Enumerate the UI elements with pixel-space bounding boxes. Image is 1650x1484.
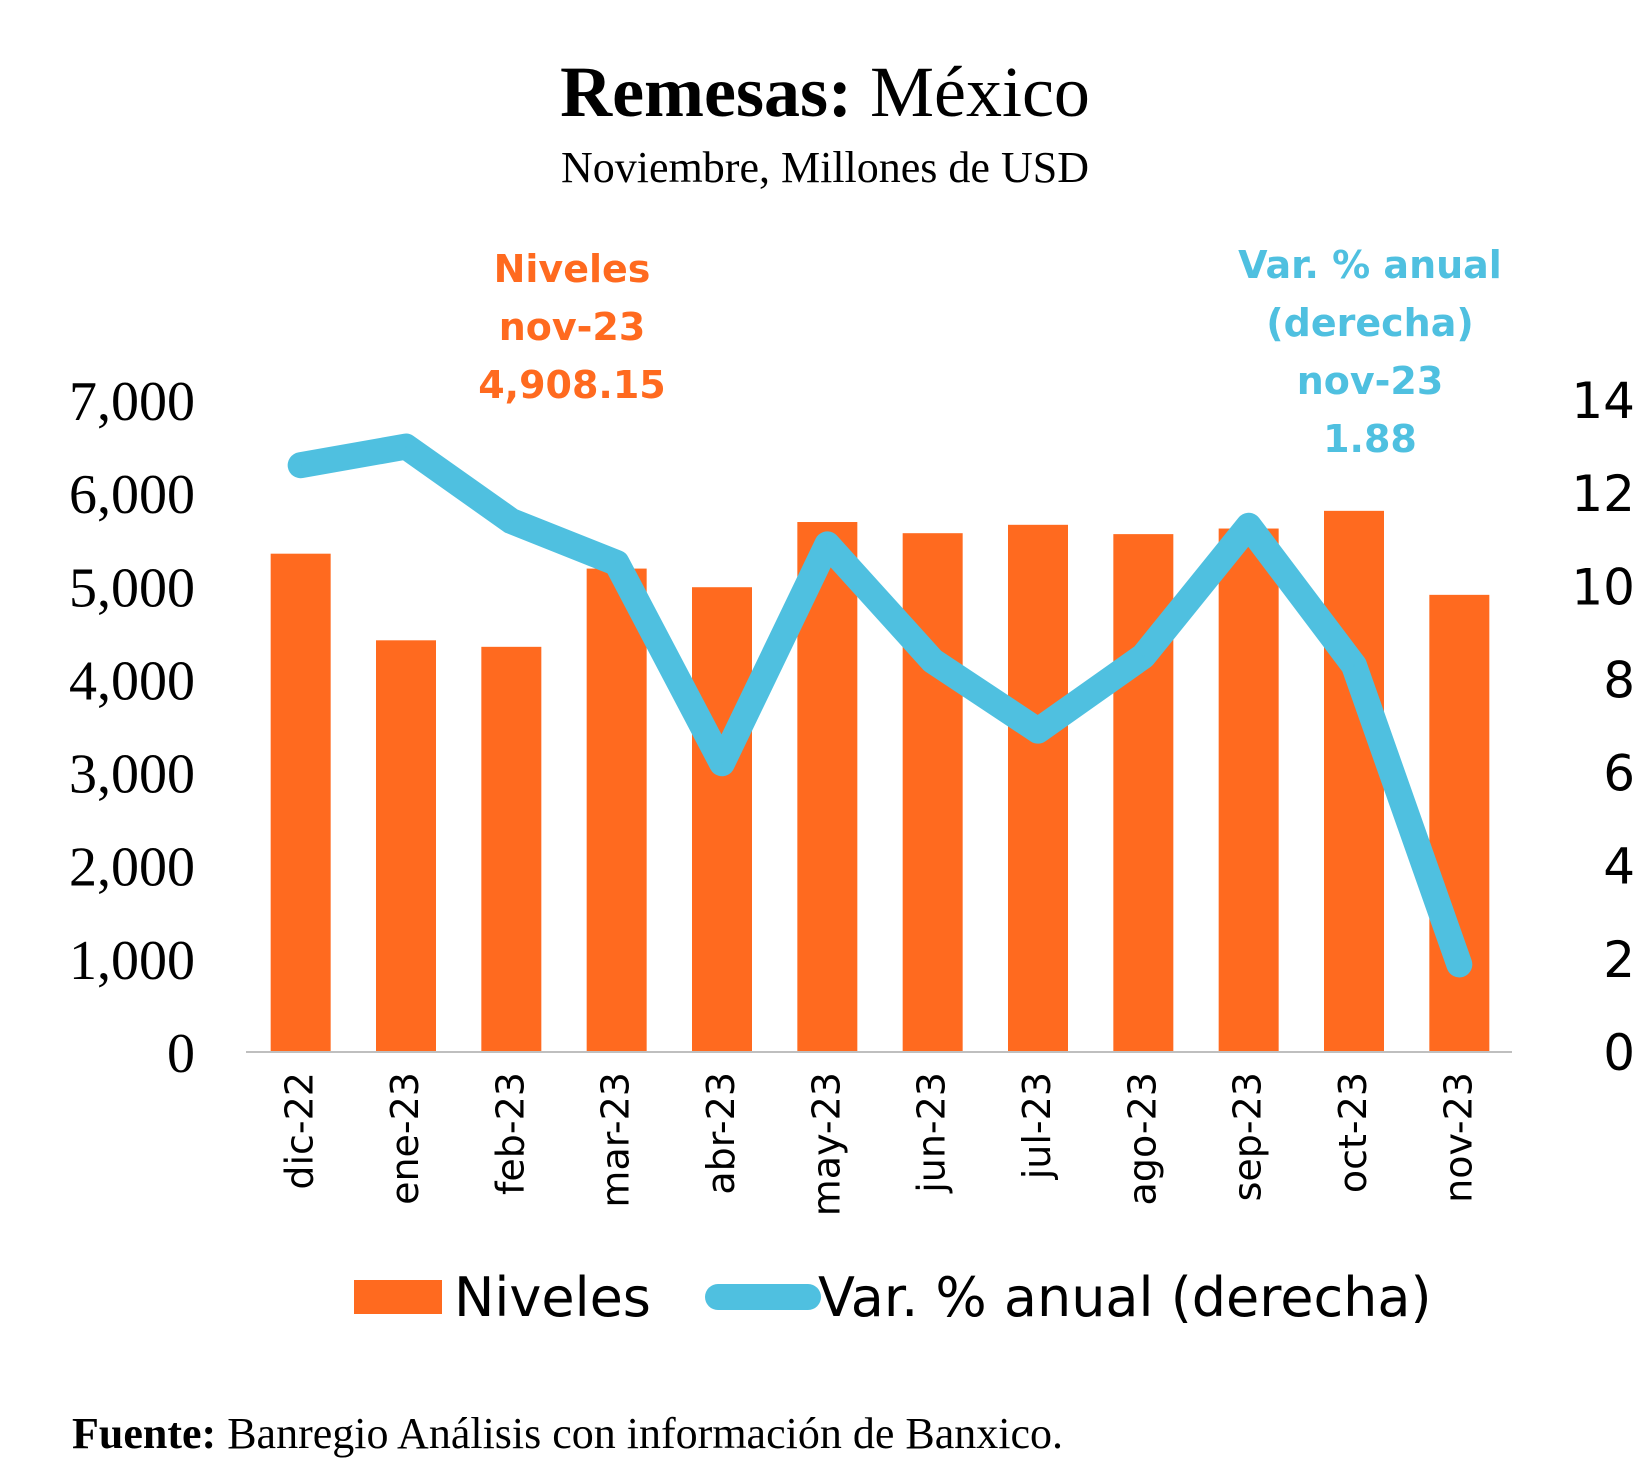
y-right-tick: 10 — [1571, 558, 1635, 616]
y-right-tick: 14 — [1571, 372, 1635, 430]
y-right-tick: 2 — [1603, 931, 1635, 989]
source-note: Fuente: Banregio Análisis con informació… — [72, 1408, 1063, 1459]
line-point-feb-23 — [510, 520, 513, 523]
x-tick-ene-23: ene-23 — [383, 1072, 427, 1205]
line-point-jun-23 — [931, 659, 934, 662]
y-right-tick: 0 — [1603, 1024, 1635, 1082]
chart-title-rest: México — [851, 52, 1090, 132]
legend-label-line: Var. % anual (derecha) — [818, 1266, 1432, 1329]
bar-feb-23 — [481, 646, 542, 1052]
line-point-nov-23 — [1458, 963, 1461, 966]
x-tick-nov-23: nov-23 — [1436, 1072, 1480, 1203]
x-axis-ticks: dic-22 ene-23 feb-23 mar-23 abr-23 may-23 jun-… — [278, 1072, 1481, 1216]
line-var-anual — [287, 433, 1473, 978]
bar-abr-23 — [692, 587, 752, 1052]
line-point-mar-23 — [615, 562, 618, 564]
bar-jul-23 — [1008, 524, 1068, 1052]
y-axis-right: 0 2 4 6 8 10 12 14 — [1571, 372, 1635, 1082]
line-point-abr-23 — [721, 762, 723, 765]
annotation-bars-line: Niveles — [494, 247, 651, 291]
line-layer — [287, 433, 1473, 978]
y-right-tick: 12 — [1571, 465, 1635, 523]
y-axis-left: 0 1,000 2,000 3,000 4,000 5,000 6,000 7,000 — [69, 371, 195, 1085]
y-left-tick: 0 — [167, 1023, 195, 1085]
source-text: Banregio Análisis con información de Ban… — [216, 1409, 1063, 1458]
line-point-may-23 — [826, 543, 829, 546]
line-point-ago-23 — [1142, 655, 1145, 658]
x-tick-jun-23: jun-23 — [910, 1072, 954, 1194]
bar-sep-23 — [1218, 528, 1279, 1052]
annotation-line-line: 1.88 — [1323, 417, 1417, 461]
line-point-oct-23 — [1353, 664, 1355, 667]
y-left-tick: 6,000 — [69, 464, 195, 526]
combo-chart: 0 1,000 2,000 3,000 4,000 5,000 6,000 7,000 0 2 4… — [69, 243, 1635, 1329]
bar-mar-23 — [586, 568, 647, 1052]
line-point-ene-23 — [405, 445, 407, 448]
legend-swatch-bars — [354, 1280, 442, 1314]
bars-layer — [270, 510, 1490, 1053]
bar-dic-22 — [270, 553, 331, 1052]
chart-title-bold: Remesas: — [560, 52, 852, 132]
line-point-dic-22 — [299, 464, 302, 467]
x-tick-mar-23: mar-23 — [594, 1072, 638, 1208]
x-tick-jul-23: jul-23 — [1015, 1072, 1059, 1180]
bar-ene-23 — [376, 640, 436, 1052]
legend-label-bars: Niveles — [454, 1266, 651, 1329]
y-right-tick: 6 — [1603, 745, 1635, 803]
y-left-tick: 2,000 — [69, 837, 195, 899]
bar-jun-23 — [902, 533, 963, 1052]
bar-oct-23 — [1324, 510, 1384, 1053]
y-left-tick: 5,000 — [69, 557, 195, 619]
annotations: Niveles nov-23 4,908.15 Var. % anual (derech… — [478, 243, 1502, 461]
y-right-tick: 4 — [1603, 838, 1635, 896]
x-tick-abr-23: abr-23 — [699, 1072, 743, 1195]
y-left-tick: 3,000 — [69, 744, 195, 806]
chart-subtitle: Noviembre, Millones de USD — [561, 143, 1089, 192]
y-left-tick: 4,000 — [69, 650, 195, 712]
bar-nov-23 — [1429, 594, 1490, 1052]
y-left-tick: 7,000 — [69, 371, 195, 433]
annotation-line-line: Var. % anual — [1238, 243, 1502, 287]
annotation-line-line: (derecha) — [1266, 301, 1473, 345]
annotation-bars-line: 4,908.15 — [478, 363, 666, 407]
x-tick-sep-23: sep-23 — [1226, 1072, 1270, 1201]
annotation-bars-line: nov-23 — [499, 305, 646, 349]
y-left-tick: 1,000 — [69, 930, 195, 992]
x-tick-may-23: may-23 — [804, 1072, 848, 1216]
x-tick-feb-23: feb-23 — [488, 1072, 532, 1195]
annotation-line-line: nov-23 — [1297, 359, 1444, 403]
y-right-tick: 8 — [1603, 651, 1635, 709]
source-label: Fuente: — [72, 1409, 217, 1458]
legend: Niveles Var. % anual (derecha) — [354, 1266, 1432, 1329]
chart-title: Remesas: México — [0, 56, 1650, 128]
line-point-sep-23 — [1247, 524, 1250, 527]
x-tick-dic-22: dic-22 — [278, 1072, 322, 1190]
line-point-jul-23 — [1037, 729, 1039, 732]
x-tick-oct-23: oct-23 — [1331, 1072, 1375, 1193]
x-tick-ago-23: ago-23 — [1120, 1072, 1164, 1205]
